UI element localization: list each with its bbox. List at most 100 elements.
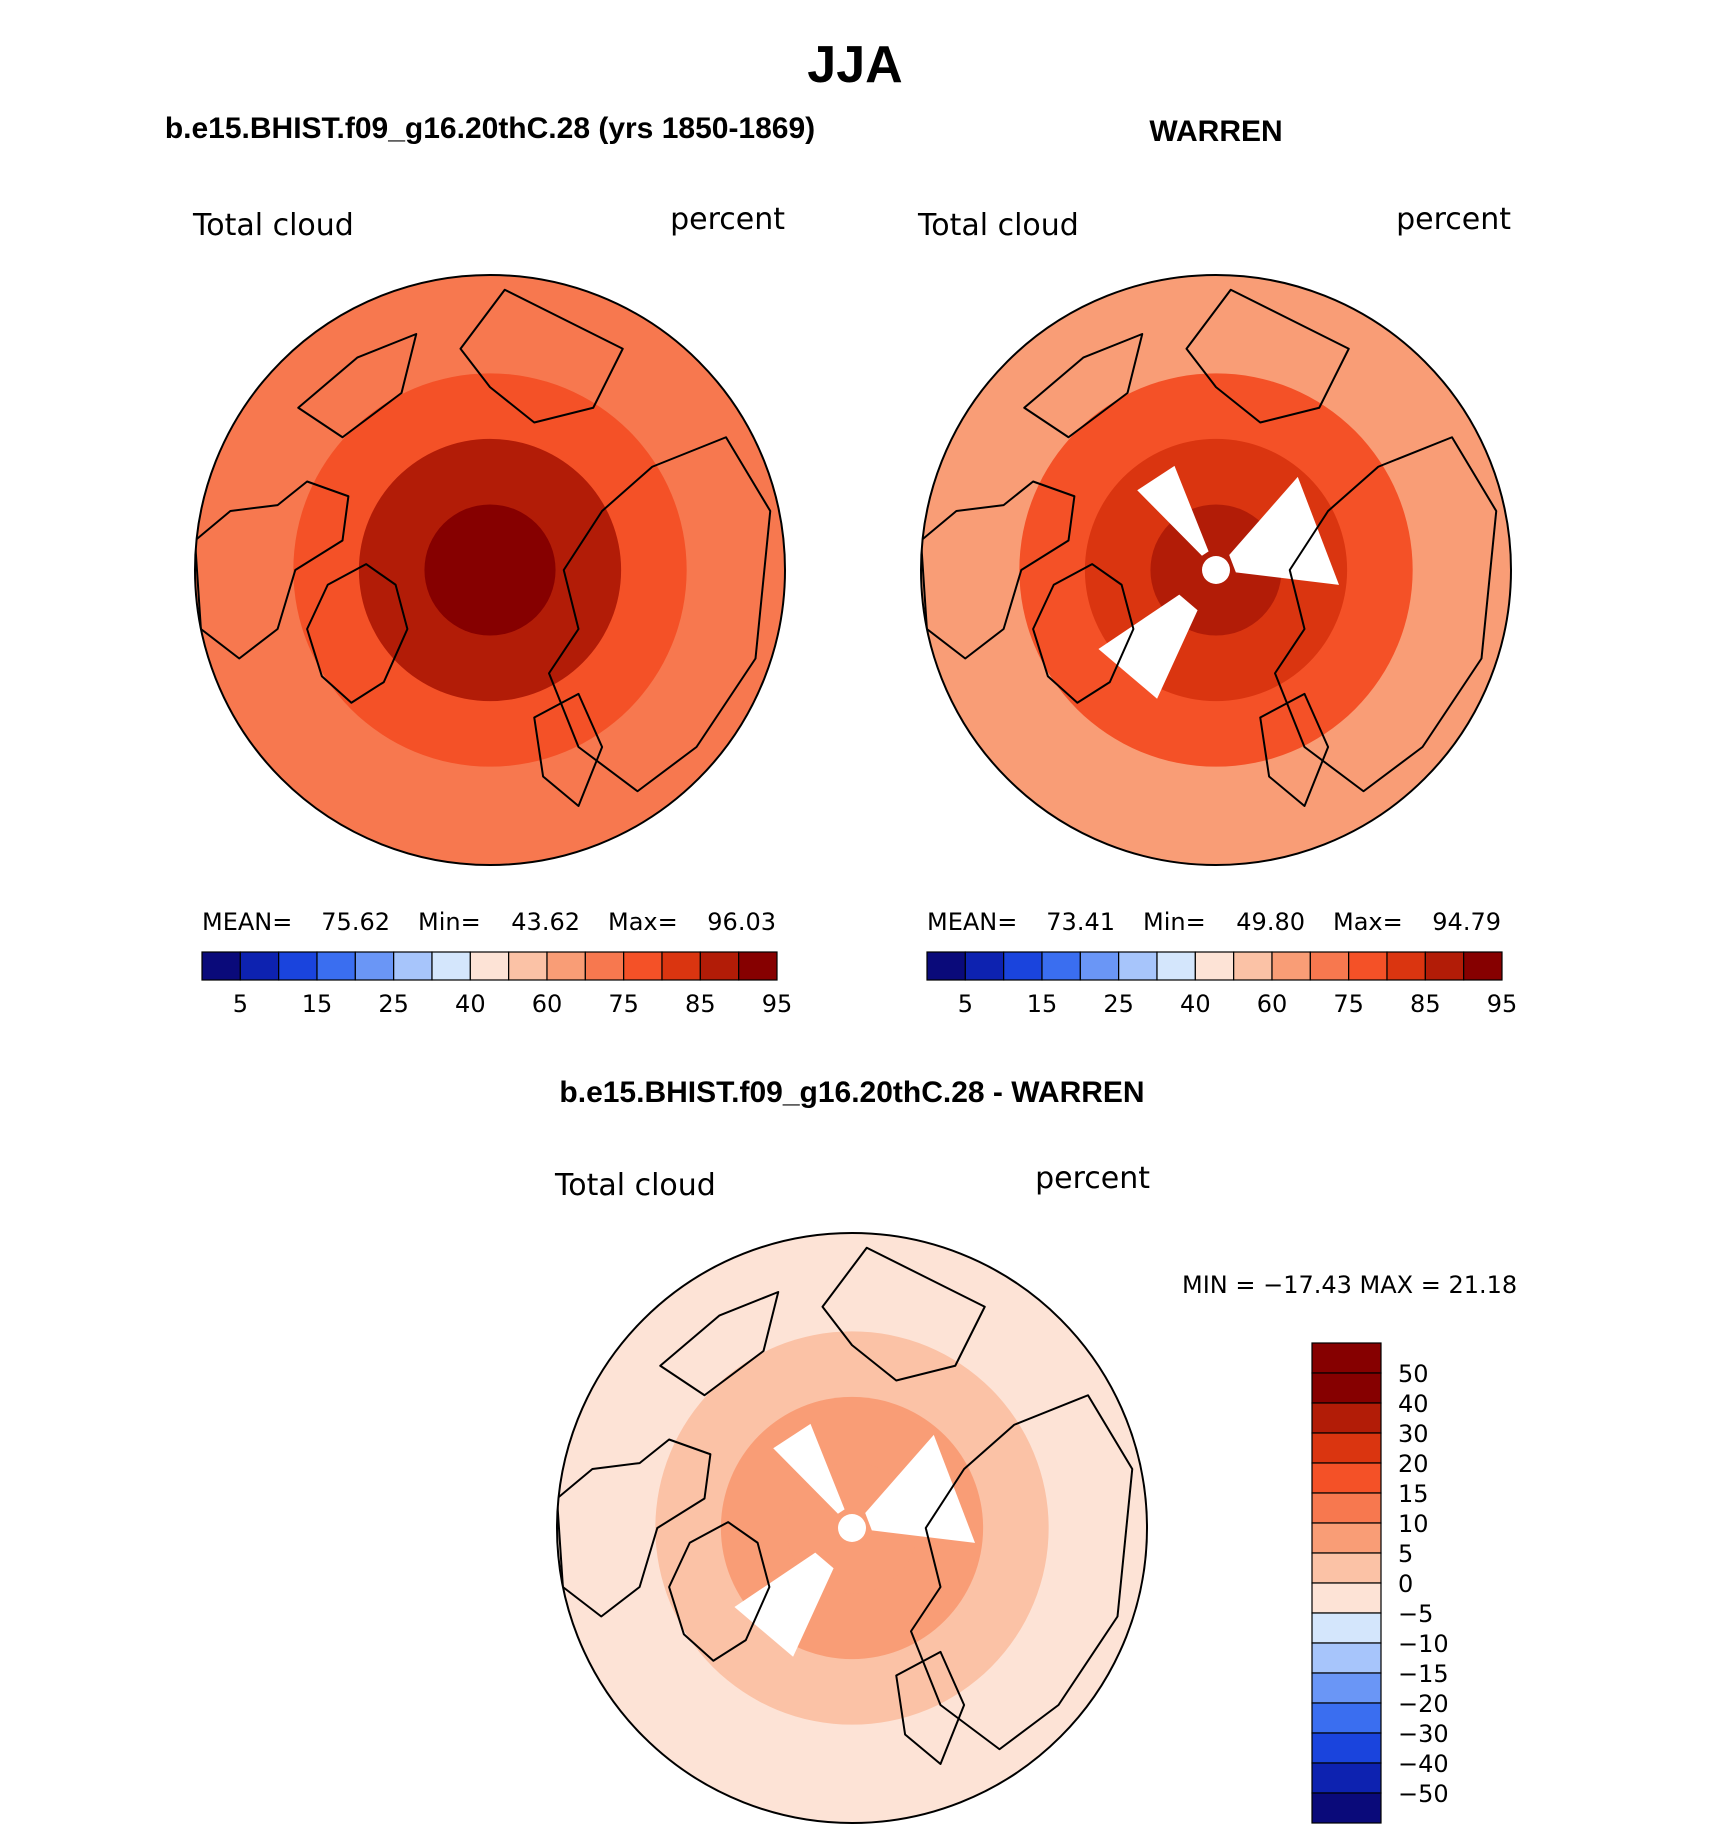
colorbar-swatch [1309,951,1350,981]
field-label: Total cloud [192,208,354,243]
colorbar-tick-label: −20 [1398,1690,1449,1718]
pole-hole [1202,556,1230,584]
polar-map [921,275,1511,865]
polar-map [557,1233,1147,1823]
colorbar-swatch [1041,951,1081,981]
colorbar: 5 15 25 40 60 75 85 95 [201,951,793,1018]
colorbar-tick-label: 5 [233,990,248,1018]
colorbar-swatch [738,951,778,981]
colorbar-swatch [1348,951,1388,981]
colorbar-tick-label: −5 [1398,1600,1433,1628]
missing-data-sector [1229,476,1340,585]
colorbar-tick-label: 85 [685,990,716,1018]
coastline-canada [557,1438,712,1618]
stat-max-label: Max= [1333,908,1403,936]
colorbar-tick-label: 25 [378,990,409,1018]
figure-title: JJA [807,36,902,94]
colorbar-tick-label: 30 [1398,1420,1429,1448]
colorbar-tick-label: 25 [1103,990,1134,1018]
colorbar-tick-label: −15 [1398,1660,1449,1688]
stat-min-label: Min= [418,908,481,936]
coastline-canada [921,480,1076,660]
map-border [194,274,786,866]
colorbar: 5 15 25 40 60 75 85 95 [926,951,1518,1018]
colorbar-swatch [926,951,966,981]
stat-max-value: 96.03 [707,908,776,936]
colorbar-swatch [278,951,318,981]
colorbar-tick-label: 50 [1398,1360,1429,1388]
panel-title: b.e15.BHIST.f09_g16.20thC.28 (yrs 1850-1… [165,112,815,145]
colorbar-swatch [1424,951,1465,981]
missing-data-sector [865,1434,976,1543]
colorbar-swatch [1311,1492,1382,1524]
colorbar-tick-label: 15 [1027,990,1058,1018]
coastline-scandinavia [1259,692,1330,807]
colorbar-swatch [964,951,1005,981]
colorbar-swatch [1311,1582,1382,1614]
stat-mean-value: 75.62 [321,908,390,936]
colorbar-swatch [1311,1612,1382,1644]
colorbar-swatch [1311,1402,1382,1434]
stat-min-value: 49.80 [1236,908,1305,936]
colorbar-swatch [546,951,586,981]
missing-data-sector [734,1552,834,1657]
colorbar-swatch [316,951,356,981]
stat-max-label: Max= [608,908,678,936]
colorbar-swatch [469,951,510,981]
colorbar-tick-label: −50 [1398,1780,1449,1808]
colorbar-tick-label: −30 [1398,1720,1449,1748]
colorbar-tick-label: 40 [455,990,486,1018]
missing-data-sector [1098,594,1198,699]
map-border [920,274,1512,866]
colorbar-swatch [1311,1792,1382,1824]
coastline-eurasia [910,1394,1134,1751]
coastline-alaska [1023,333,1144,439]
colorbar-swatch [1311,1462,1382,1494]
colorbar-swatch [1156,951,1196,981]
colorbar-swatch [1194,951,1235,981]
colorbar-swatch [1311,1762,1382,1794]
colorbar-tick-label: 95 [1487,990,1518,1018]
coastline-scandinavia [895,1650,966,1765]
coastline-greenland [306,563,409,704]
coastline-alaska [659,1291,780,1397]
colorbar-swatch [699,951,740,981]
missing-data-sector [1137,465,1209,556]
coastline-alaska [297,333,418,439]
coastline-eurasia [1274,436,1498,793]
pole-hole [838,1514,866,1542]
coastline-scandinavia [533,692,604,807]
panel-title: WARREN [1149,115,1282,148]
field-label: Total cloud [917,208,1079,243]
colorbar-swatch [661,951,701,981]
coastline-siberia [459,288,624,424]
colorbar-tick-label: 15 [302,990,333,1018]
colorbar-swatch [354,951,395,981]
colorbar-swatch [1003,951,1043,981]
colorbar-swatch [508,951,548,981]
colorbar-tick-label: −40 [1398,1750,1449,1778]
colorbar-swatch [623,951,663,981]
coastline-siberia [1185,288,1350,424]
colorbar-tick-label: 40 [1180,990,1211,1018]
missing-data-sector [773,1423,845,1514]
colorbar-swatch [1233,951,1273,981]
colorbar-tick-label: 60 [532,990,563,1018]
colorbar-swatch [1463,951,1503,981]
colorbar-tick-label: −10 [1398,1630,1449,1658]
units-label: percent [670,202,785,237]
colorbar-swatch [431,951,471,981]
latitude-zone [424,504,556,636]
colorbar-swatch [393,951,433,981]
coastline-canada [195,480,350,660]
colorbar-swatch [201,951,241,981]
units-label: percent [1396,202,1511,237]
colorbar-tick-label: 60 [1257,990,1288,1018]
colorbar-tick-label: 95 [762,990,793,1018]
panel-bottom: b.e15.BHIST.f09_g16.20thC.28 - WARREN Tot… [554,1076,1517,1824]
colorbar-tick-label: 40 [1398,1390,1429,1418]
colorbar-swatch [1311,1672,1382,1704]
colorbar-tick-label: 20 [1398,1450,1429,1478]
